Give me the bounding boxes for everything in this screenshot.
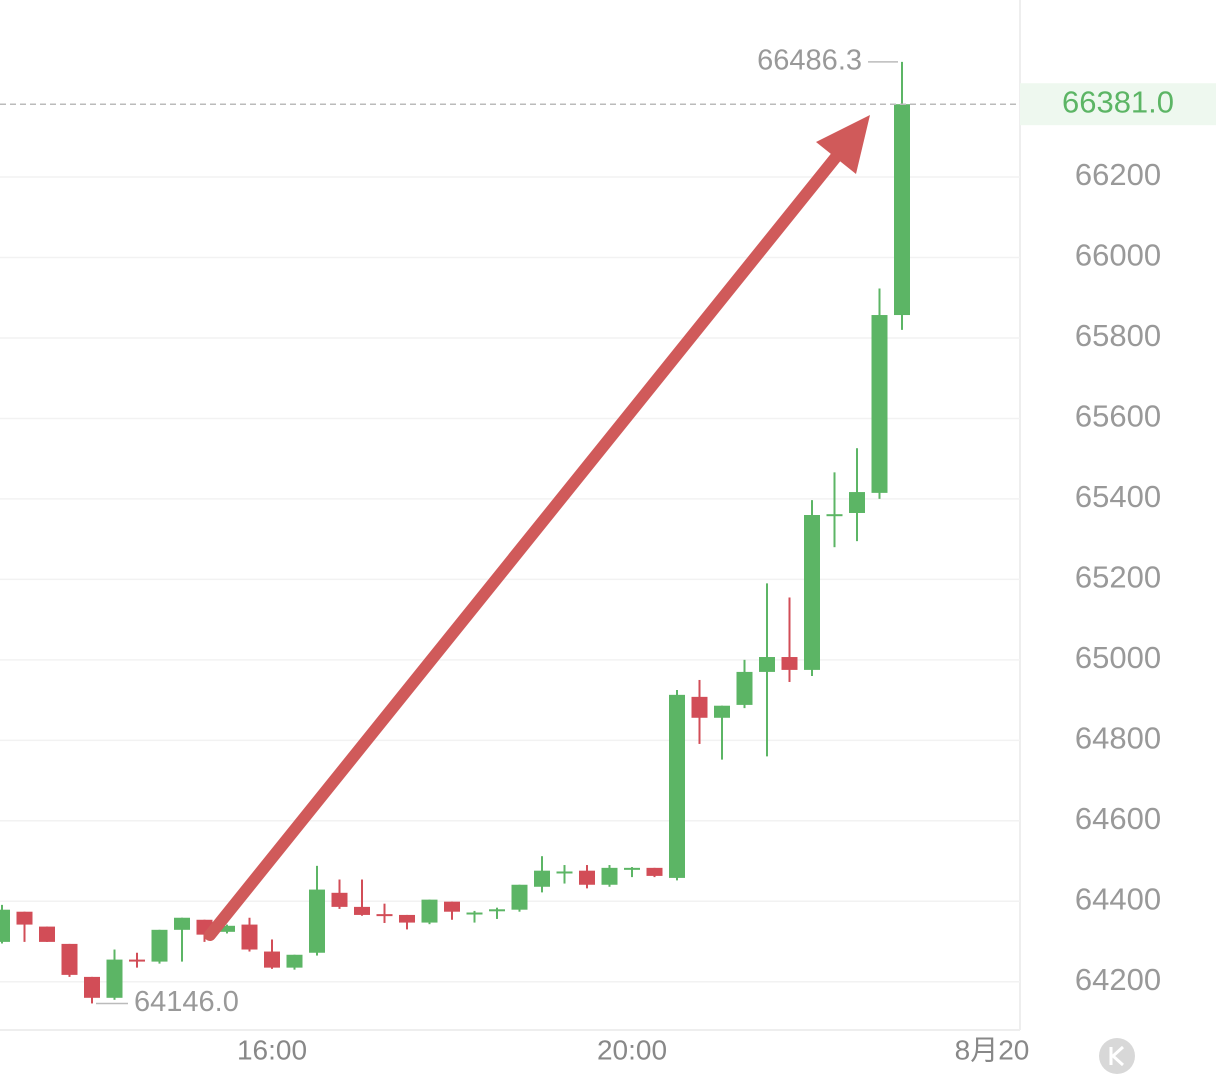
candle-body bbox=[534, 870, 550, 887]
last-price-label: 66381.0 bbox=[1062, 84, 1174, 119]
candle-body bbox=[39, 926, 55, 942]
k-icon[interactable] bbox=[1099, 1038, 1135, 1074]
candle-body bbox=[241, 924, 258, 950]
candle-body bbox=[84, 976, 100, 998]
candle-body bbox=[174, 917, 190, 930]
candle-body bbox=[421, 899, 438, 923]
y-tick-label: 65200 bbox=[1075, 560, 1161, 595]
candle-body bbox=[826, 514, 843, 517]
y-tick-label: 64400 bbox=[1075, 881, 1161, 916]
candle-body bbox=[309, 889, 325, 953]
candle-body bbox=[489, 909, 505, 912]
y-tick-label: 64600 bbox=[1075, 801, 1161, 836]
x-tick-label: 8月20 bbox=[955, 1034, 1030, 1065]
candle-body bbox=[646, 867, 663, 876]
candle-body bbox=[219, 925, 235, 932]
candle-body bbox=[511, 884, 528, 910]
candle-body bbox=[466, 912, 483, 915]
low-label: 64146.0 bbox=[134, 986, 239, 1018]
candle-body bbox=[871, 315, 888, 493]
candle-body bbox=[444, 901, 460, 912]
candle-body bbox=[736, 671, 753, 705]
candle-body bbox=[106, 959, 123, 998]
candle-body bbox=[714, 705, 730, 718]
y-tick-label: 64200 bbox=[1075, 962, 1161, 997]
candle-body bbox=[151, 929, 168, 962]
candle-body bbox=[354, 906, 370, 915]
x-tick-label: 20:00 bbox=[597, 1034, 667, 1065]
candle-body bbox=[601, 867, 618, 885]
y-tick-label: 66000 bbox=[1075, 238, 1161, 273]
candle-body bbox=[849, 492, 865, 513]
y-tick-label: 64800 bbox=[1075, 721, 1161, 756]
candle-body bbox=[376, 914, 393, 917]
high-label: 66486.3 bbox=[757, 44, 862, 76]
candle-body bbox=[264, 951, 280, 968]
candle-body bbox=[894, 104, 910, 316]
y-tick-label: 65000 bbox=[1075, 640, 1161, 675]
last-price-box bbox=[1020, 83, 1216, 126]
y-tick-label: 66200 bbox=[1075, 157, 1161, 192]
candle-body bbox=[16, 911, 33, 925]
candle-body bbox=[556, 871, 573, 874]
candle-body bbox=[129, 959, 145, 962]
candle-body bbox=[669, 694, 685, 878]
candle-body bbox=[579, 870, 595, 885]
candle-body bbox=[691, 696, 708, 718]
candle-body bbox=[781, 657, 798, 670]
candle-body bbox=[0, 909, 10, 942]
y-tick-label: 65400 bbox=[1075, 479, 1161, 514]
candle-body bbox=[331, 892, 348, 907]
trend-arrow bbox=[204, 115, 870, 941]
x-tick-label: 16:00 bbox=[237, 1034, 307, 1065]
candle-body bbox=[804, 515, 820, 670]
y-tick-label: 65800 bbox=[1075, 318, 1161, 353]
candle-body bbox=[61, 943, 78, 975]
candle-body bbox=[759, 657, 775, 672]
candle-body bbox=[286, 954, 303, 968]
candle-body bbox=[624, 867, 640, 870]
candle-body bbox=[399, 914, 415, 923]
y-tick-label: 65600 bbox=[1075, 399, 1161, 434]
